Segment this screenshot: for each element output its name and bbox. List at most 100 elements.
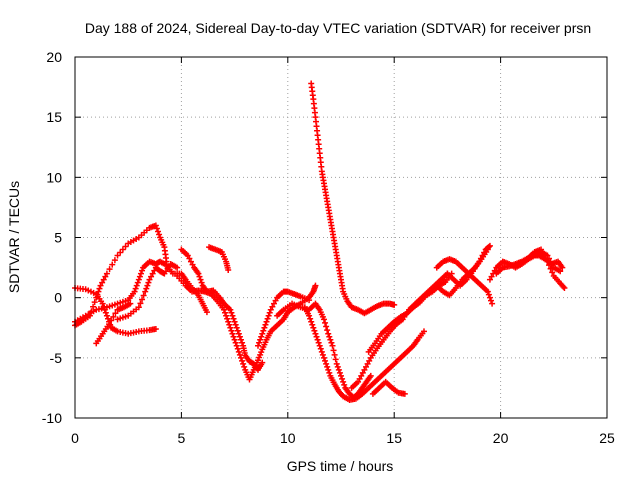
data-point bbox=[320, 354, 327, 361]
data-point bbox=[233, 342, 240, 349]
data-point bbox=[145, 279, 152, 286]
data-point bbox=[122, 243, 129, 250]
y-tick-label: 10 bbox=[46, 169, 62, 185]
data-point bbox=[174, 264, 181, 271]
data-point bbox=[329, 342, 336, 349]
data-point bbox=[111, 257, 118, 264]
data-point bbox=[236, 351, 243, 358]
data-point bbox=[135, 276, 142, 283]
data-point bbox=[203, 309, 210, 316]
data-point bbox=[232, 339, 239, 346]
series-arc-j bbox=[274, 300, 374, 401]
series-arc-k bbox=[301, 304, 427, 403]
data-point bbox=[315, 339, 322, 346]
data-point bbox=[258, 333, 265, 340]
data-point bbox=[256, 339, 263, 346]
x-tick-label: 15 bbox=[386, 430, 402, 446]
data-point bbox=[485, 291, 492, 298]
series-arc-e bbox=[114, 260, 181, 323]
data-point bbox=[187, 258, 194, 265]
data-point bbox=[196, 273, 203, 280]
data-point bbox=[334, 363, 341, 370]
data-point bbox=[139, 296, 146, 303]
data-point bbox=[339, 375, 346, 382]
data-point bbox=[327, 336, 334, 343]
y-tick-label: 20 bbox=[46, 49, 62, 65]
data-point bbox=[152, 222, 159, 229]
data-point bbox=[234, 345, 241, 352]
x-tick-label: 10 bbox=[280, 430, 296, 446]
data-point bbox=[97, 282, 104, 289]
data-point bbox=[322, 357, 329, 364]
data-point bbox=[139, 267, 146, 274]
series-arc-d bbox=[93, 300, 134, 347]
data-point bbox=[140, 292, 147, 299]
data-point bbox=[335, 366, 342, 373]
data-point bbox=[134, 279, 141, 286]
data-point bbox=[361, 366, 368, 373]
data-point bbox=[184, 252, 191, 259]
data-point bbox=[235, 330, 242, 337]
data-point bbox=[488, 273, 495, 280]
data-point bbox=[331, 351, 338, 358]
data-point bbox=[110, 313, 117, 320]
data-point bbox=[154, 228, 161, 235]
data-point bbox=[103, 270, 110, 277]
data-point bbox=[269, 303, 276, 310]
data-point bbox=[100, 276, 107, 283]
data-point bbox=[91, 299, 98, 306]
data-point bbox=[103, 312, 110, 319]
data-point bbox=[312, 282, 319, 289]
data-point bbox=[106, 266, 113, 273]
data-point bbox=[317, 345, 324, 352]
data-point bbox=[364, 360, 371, 367]
data-point bbox=[233, 324, 240, 331]
data-point bbox=[332, 356, 339, 363]
data-point bbox=[263, 318, 270, 325]
data-point bbox=[272, 297, 279, 304]
data-point bbox=[486, 294, 493, 301]
data-point bbox=[316, 342, 323, 349]
data-point bbox=[549, 269, 556, 276]
data-point bbox=[229, 312, 236, 319]
data-point bbox=[228, 309, 235, 316]
data-point bbox=[149, 270, 156, 277]
x-tick-label: 25 bbox=[599, 430, 615, 446]
data-point bbox=[560, 283, 567, 290]
data-point bbox=[96, 285, 103, 292]
data-point bbox=[547, 265, 554, 272]
data-point bbox=[95, 288, 102, 295]
data-point bbox=[109, 261, 116, 268]
data-point bbox=[104, 315, 111, 322]
data-point bbox=[336, 369, 343, 376]
data-point bbox=[559, 264, 566, 271]
data-point bbox=[230, 315, 237, 322]
data-point bbox=[307, 315, 314, 322]
data-point bbox=[127, 300, 134, 307]
data-point bbox=[255, 342, 262, 349]
data-point bbox=[367, 372, 374, 379]
data-point bbox=[102, 273, 109, 280]
data-point bbox=[229, 330, 236, 337]
series-arc-o bbox=[369, 378, 408, 397]
data-point bbox=[264, 315, 271, 322]
data-point bbox=[152, 325, 159, 332]
data-point bbox=[94, 291, 101, 298]
data-point bbox=[325, 330, 332, 337]
axis-ticks: 0 5 10 15 20 25 -10 -5 0 5 10 15 20 bbox=[42, 49, 615, 446]
data-point bbox=[240, 360, 247, 367]
data-point bbox=[231, 336, 238, 343]
data-point bbox=[232, 321, 239, 328]
data-point bbox=[102, 309, 109, 316]
data-point bbox=[308, 318, 315, 325]
data-point bbox=[144, 282, 151, 289]
x-tick-label: 5 bbox=[178, 430, 186, 446]
data-point bbox=[322, 319, 329, 326]
data-point bbox=[561, 285, 568, 292]
y-axis-label: SDTVAR / TECUs bbox=[6, 181, 22, 293]
data-point bbox=[341, 381, 348, 388]
data-point bbox=[137, 300, 144, 307]
data-point bbox=[267, 306, 274, 313]
data-point bbox=[358, 372, 365, 379]
x-tick-label: 0 bbox=[71, 430, 79, 446]
